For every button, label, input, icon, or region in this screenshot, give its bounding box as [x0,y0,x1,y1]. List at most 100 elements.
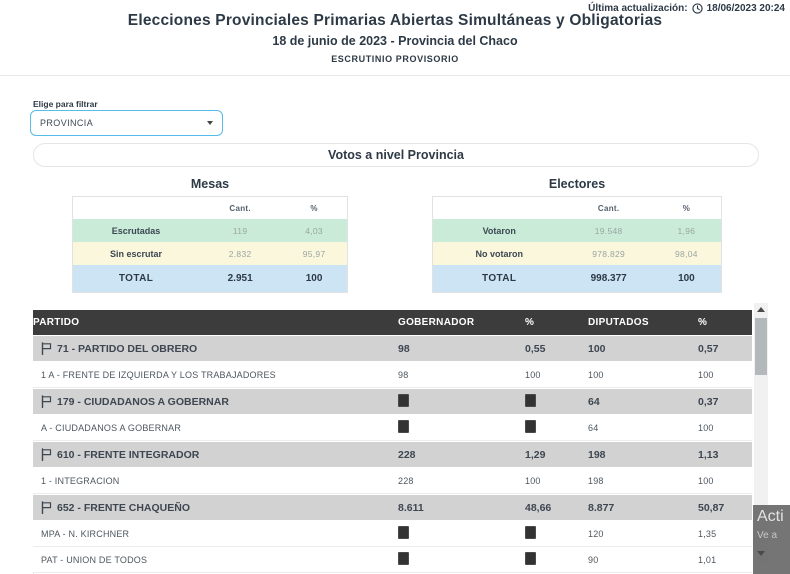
result-value-cell: 1,01 [698,554,717,565]
scroll-up-arrow[interactable] [754,303,768,315]
summary-header-pct: % [682,203,691,213]
chevron-down-icon [207,121,213,125]
header-divider [0,75,790,76]
flag-icon [41,395,52,408]
summary-row-cant: 998.377 [590,273,627,284]
list-name: 1 - INTEGRACION [33,476,398,486]
summary-row-cant: 2.832 [228,248,252,259]
header: Elecciones Provinciales Primarias Abiert… [0,12,790,64]
result-value-cell: 8.877 [588,501,615,514]
list-name: PAT - UNION DE TODOS [33,555,398,565]
row-name-text: A - CIUDADANOS A GOBERNAR [41,422,182,433]
watermark-line1: Acti [757,508,784,525]
list-row: MPA - N. KIRCHNER 120 1,35 [33,521,752,547]
summary-row: Votaron 19.548 1,96 [433,219,721,242]
party-name: 179 - CIUDADANOS A GOBERNAR [33,395,398,408]
results-column-header: PARTIDO [33,317,80,328]
page-subtitle: 18 de junio de 2023 - Provincia del Chac… [272,34,518,48]
results-table-body: 71 - PARTIDO DEL OBRERO 98 0,55 100 0,57 1 A … [33,335,752,573]
summary-row-label: Sin escrutar [110,248,163,259]
row-name-text: 1 A - FRENTE DE IZQUIERDA Y LOS TRABAJAD… [41,369,276,380]
no-data-block-icon [398,526,409,539]
summary-header-cant: Cant. [597,203,620,213]
mesas-table: Cant.% Escrutadas 119 4,03 Sin escrutar 2.832… [72,196,348,293]
result-value-cell: 100 [588,369,604,380]
summary-header-row: Cant.% [73,197,347,219]
summary-row-label: TOTAL [118,273,154,284]
row-name-text: 610 - FRENTE INTEGRADOR [57,448,200,461]
electores-title: Electores [548,177,606,191]
result-value-cell [525,420,588,435]
summary-row-label: TOTAL [482,273,517,284]
result-value-cell [525,393,588,410]
results-table-header: PARTIDO GOBERNADOR% DIPUTADOS% [33,310,752,335]
filter-label: Elige para filtrar [33,99,98,109]
result-value-cell [525,526,588,541]
last-update-label: Última actualización: [588,3,688,14]
windows-activation-watermark: Acti Ve a [753,505,790,574]
summary-header-row: Cant.% [433,197,721,219]
row-name-text: 652 - FRENTE CHAQUEÑO [57,501,191,514]
row-name-text: MPA - N. KIRCHNER [41,528,130,539]
result-value-cell: 1,29 [525,448,546,461]
no-data-block-icon [525,420,536,433]
result-value-cell: 1,35 [698,528,717,539]
summary-row-label: No votaron [475,248,523,259]
result-value-cell: 8.611 [398,501,424,514]
triangle-down-icon [757,550,765,556]
row-name-text: PAT - UNION DE TODOS [41,554,148,565]
result-value-cell [398,393,525,410]
party-name: 610 - FRENTE INTEGRADOR [33,448,398,461]
result-value-cell: 1,13 [698,448,719,461]
result-value-cell: 90 [588,554,599,565]
filter-selected-value: PROVINCIA [40,118,94,128]
electores-table: Cant.% Votaron 19.548 1,96 No votaron 978.829… [432,196,722,293]
vertical-scrollbar[interactable] [754,303,768,562]
result-value-cell [398,526,525,541]
last-update: Última actualización: 18/06/2023 20:24 [588,3,785,14]
scroll-down-arrow[interactable] [754,547,768,559]
scrollbar-thumb[interactable] [755,318,767,375]
party-row: 610 - FRENTE INTEGRADOR 228 1,29 198 1,13 [33,441,752,468]
summary-total-row: TOTAL 2.951 100 [73,265,347,292]
summary-row-pct: 95,97 [302,248,326,259]
summary-row-label: Escrutadas [111,225,161,236]
summary-row-pct: 4,03 [305,225,323,236]
result-value-cell: 64 [588,422,599,433]
result-value-cell: 100 [525,369,541,380]
no-data-block-icon [398,420,409,433]
summary-row-pct: 1,96 [677,225,696,236]
row-name-text: 1 - INTEGRACION [41,475,120,486]
row-name-text: 71 - PARTIDO DEL OBRERO [57,342,198,355]
summary-row-label: Votaron [482,225,516,236]
summary-total-row: TOTAL 998.377 100 [433,265,721,292]
result-value-cell: 100 [588,342,606,355]
list-name: 1 A - FRENTE DE IZQUIERDA Y LOS TRABAJAD… [33,370,398,380]
triangle-up-icon [757,306,765,312]
row-name-text: 179 - CIUDADANOS A GOBERNAR [57,395,229,408]
summary-row-cant: 119 [232,225,248,236]
summary-row-pct: 100 [678,273,695,284]
no-data-block-icon [525,552,536,565]
result-value-cell: 50,87 [698,501,725,514]
result-value-cell: 198 [588,475,604,486]
clock-icon [691,3,703,14]
list-row: PAT - UNION DE TODOS 90 1,01 [33,547,752,573]
list-row: 1 A - FRENTE DE IZQUIERDA Y LOS TRABAJAD… [33,362,752,388]
results-column-header: DIPUTADOS [588,317,649,328]
result-value-cell: 120 [588,528,604,539]
no-data-block-icon [398,393,409,407]
party-row: 71 - PARTIDO DEL OBRERO 98 0,55 100 0,57 [33,335,752,362]
result-value-cell: 98 [398,369,409,380]
filter-select[interactable]: PROVINCIA [30,110,223,136]
result-value-cell [525,552,588,567]
result-value-cell: 228 [398,448,416,461]
results-column-header: % [698,317,708,328]
result-value-cell: 100 [698,475,714,486]
watermark-line2: Ve a [757,530,778,541]
result-value-cell [398,552,525,567]
summary-row-cant: 978.829 [592,248,626,259]
scrutiny-status: ESCRUTINIO PROVISORIO [331,54,459,64]
mesas-title: Mesas [190,177,230,191]
